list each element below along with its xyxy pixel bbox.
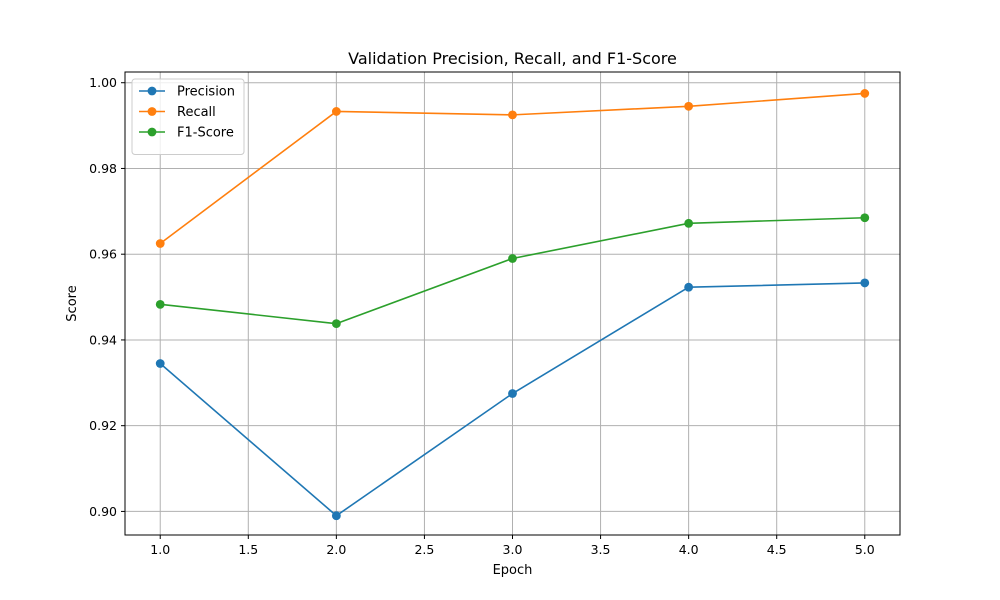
- f1-score-point: [508, 254, 517, 263]
- axis-ticks: 1.0 1.5 2.0 2.5 3.0 3.5 4.0 4.5 5.0 0.90 0.92 0.94 0…: [89, 75, 875, 557]
- chart-title: Validation Precision, Recall, and F1-Sco…: [348, 49, 677, 68]
- y-tick-label: 1.00: [89, 75, 117, 90]
- x-axis-label: Epoch: [493, 563, 533, 578]
- recall-point: [155, 239, 165, 248]
- x-tick-label: 2.0: [326, 542, 346, 557]
- grid: [125, 72, 900, 535]
- x-tick-label: 1.5: [238, 542, 258, 557]
- f1-score-point: [155, 299, 165, 309]
- x-tick-label: 4.5: [767, 542, 787, 557]
- recall-point: [684, 101, 694, 111]
- legend-recall-marker: [147, 107, 157, 116]
- legend: Precision Recall F1-Score: [131, 78, 245, 155]
- legend-f1-score-marker: [147, 127, 157, 137]
- x-tick-label: 5.0: [855, 542, 875, 557]
- recall-point: [331, 107, 341, 116]
- x-tick-label: 3.0: [503, 542, 523, 557]
- f1-score-point: [684, 218, 694, 228]
- x-tick-label: 4.0: [679, 542, 699, 557]
- legend-f1-score-label: F1-Score: [177, 126, 234, 141]
- precision-point: [331, 511, 341, 521]
- precision-point: [860, 278, 870, 288]
- x-tick-label: 1.0: [150, 542, 170, 557]
- f1-score-point: [331, 319, 341, 329]
- y-tick-label: 0.96: [89, 247, 117, 262]
- recall-point: [508, 110, 517, 120]
- legend-box: [131, 78, 245, 155]
- y-tick-label: 0.94: [89, 332, 117, 347]
- legend-precision-marker: [147, 86, 157, 96]
- y-tick-label: 0.92: [89, 418, 117, 433]
- recall-point: [860, 89, 870, 98]
- legend-precision-label: Precision: [177, 85, 235, 100]
- legend-recall-label: Recall: [177, 105, 216, 120]
- precision-point: [155, 359, 165, 368]
- y-tick-label: 0.90: [89, 504, 117, 519]
- y-axis-label: Score: [65, 285, 80, 321]
- x-tick-label: 2.5: [414, 542, 434, 557]
- x-tick-label: 3.5: [591, 542, 611, 557]
- precision-point: [508, 389, 517, 398]
- series-lines: [155, 89, 870, 521]
- f1-score-point: [860, 213, 870, 223]
- precision-point: [684, 282, 694, 292]
- y-tick-label: 0.98: [89, 161, 117, 176]
